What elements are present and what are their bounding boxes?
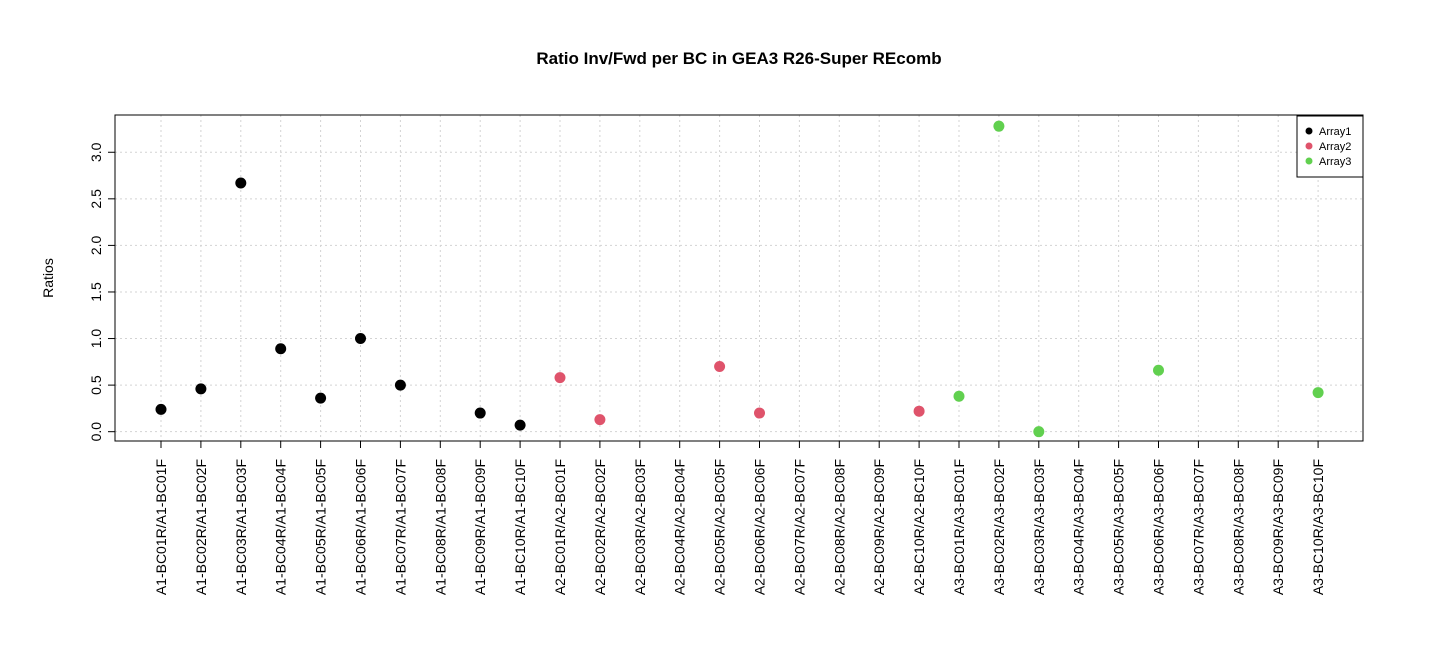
legend-label: Array1 [1319, 126, 1351, 138]
x-tick-label: A2-BC10R/A2-BC10F [911, 459, 927, 595]
y-tick-label: 1.5 [88, 282, 104, 302]
data-points [155, 120, 1324, 438]
data-point [394, 379, 406, 391]
y-tick-label: 1.0 [88, 329, 104, 349]
plot-frame [114, 114, 1364, 442]
legend-label: Array3 [1319, 156, 1351, 168]
data-point [514, 419, 526, 431]
y-tick-label: 0.5 [88, 375, 104, 395]
data-point [155, 403, 167, 415]
x-tick-label: A2-BC08R/A2-BC08F [831, 459, 847, 595]
legend-label: Array2 [1319, 141, 1351, 153]
x-tick-label: A1-BC08R/A1-BC08F [432, 459, 448, 595]
x-tick-label: A2-BC01R/A2-BC01F [552, 459, 568, 595]
legend-marker [1305, 157, 1313, 165]
data-point [355, 333, 366, 345]
x-tick-label: A3-BC03R/A3-BC03F [1031, 459, 1047, 595]
data-point [1153, 364, 1164, 376]
x-tick-label: A1-BC07R/A1-BC07F [392, 459, 408, 595]
legend-marker [1305, 127, 1313, 135]
data-point [275, 343, 287, 355]
x-tick-label: A3-BC05R/A3-BC05F [1111, 459, 1127, 595]
x-tick-label: A2-BC02R/A2-BC02F [592, 459, 608, 595]
x-tick-label: A1-BC10R/A1-BC10F [512, 459, 528, 595]
x-tick-label: A3-BC09R/A3-BC09F [1270, 459, 1286, 595]
x-tick-label: A1-BC01R/A1-BC01F [153, 459, 169, 595]
data-point [554, 372, 566, 384]
x-tick-label: A1-BC06R/A1-BC06F [353, 459, 369, 595]
x-tick-label: A2-BC04R/A2-BC04F [672, 459, 688, 595]
data-point [1312, 387, 1324, 399]
grid [115, 115, 1363, 441]
data-point [754, 407, 765, 419]
x-tick-label: A3-BC01R/A3-BC01F [951, 459, 967, 595]
x-tick-label: A1-BC05R/A1-BC05F [313, 459, 329, 595]
x-tick-label: A3-BC04R/A3-BC04F [1071, 459, 1087, 595]
legend-marker [1305, 142, 1313, 150]
y-tick-label: 3.0 [88, 142, 104, 162]
data-point [953, 390, 965, 402]
y-tick-label: 2.5 [88, 189, 104, 209]
data-point [594, 414, 606, 426]
data-point [993, 120, 1005, 132]
x-tick-label: A3-BC08R/A3-BC08F [1230, 459, 1246, 595]
x-tick-label: A1-BC04R/A1-BC04F [273, 459, 289, 595]
x-tick-label: A2-BC06R/A2-BC06F [752, 459, 768, 595]
x-tick-label: A2-BC09R/A2-BC09F [871, 459, 887, 595]
x-tick-label: A3-BC06R/A3-BC06F [1151, 459, 1167, 595]
data-point [913, 405, 925, 417]
x-tick-label: A1-BC09R/A1-BC09F [472, 459, 488, 595]
x-tick-label: A2-BC07R/A2-BC07F [791, 459, 807, 595]
y-tick-label: 2.0 [88, 235, 104, 255]
chart-title: Ratio Inv/Fwd per BC in GEA3 R26-Super R… [536, 49, 941, 68]
data-point [235, 177, 247, 189]
x-tick-label: A3-BC02R/A3-BC02F [991, 459, 1007, 595]
y-axis-label: Ratios [40, 258, 56, 298]
data-point [195, 383, 207, 395]
y-tick-label: 0.0 [88, 422, 104, 442]
data-point [1033, 426, 1045, 438]
x-tick-label: A3-BC07R/A3-BC07F [1190, 459, 1206, 595]
data-point [714, 360, 726, 372]
x-tick-label: A3-BC10R/A3-BC10F [1310, 459, 1326, 595]
x-tick-label: A1-BC02R/A1-BC02F [193, 459, 209, 595]
data-point [315, 392, 327, 404]
x-tick-label: A1-BC03R/A1-BC03F [233, 459, 249, 595]
x-tick-label: A2-BC05R/A2-BC05F [712, 459, 728, 595]
data-point [474, 407, 486, 419]
legend: Array1 Array2 Array3 [1296, 115, 1364, 178]
x-tick-label: A2-BC03R/A2-BC03F [632, 459, 648, 595]
axes: 0.0 0.5 1.0 1.5 2.0 2.5 3.0 A1-BC01R/A1-BC01F A1… [88, 114, 1364, 595]
